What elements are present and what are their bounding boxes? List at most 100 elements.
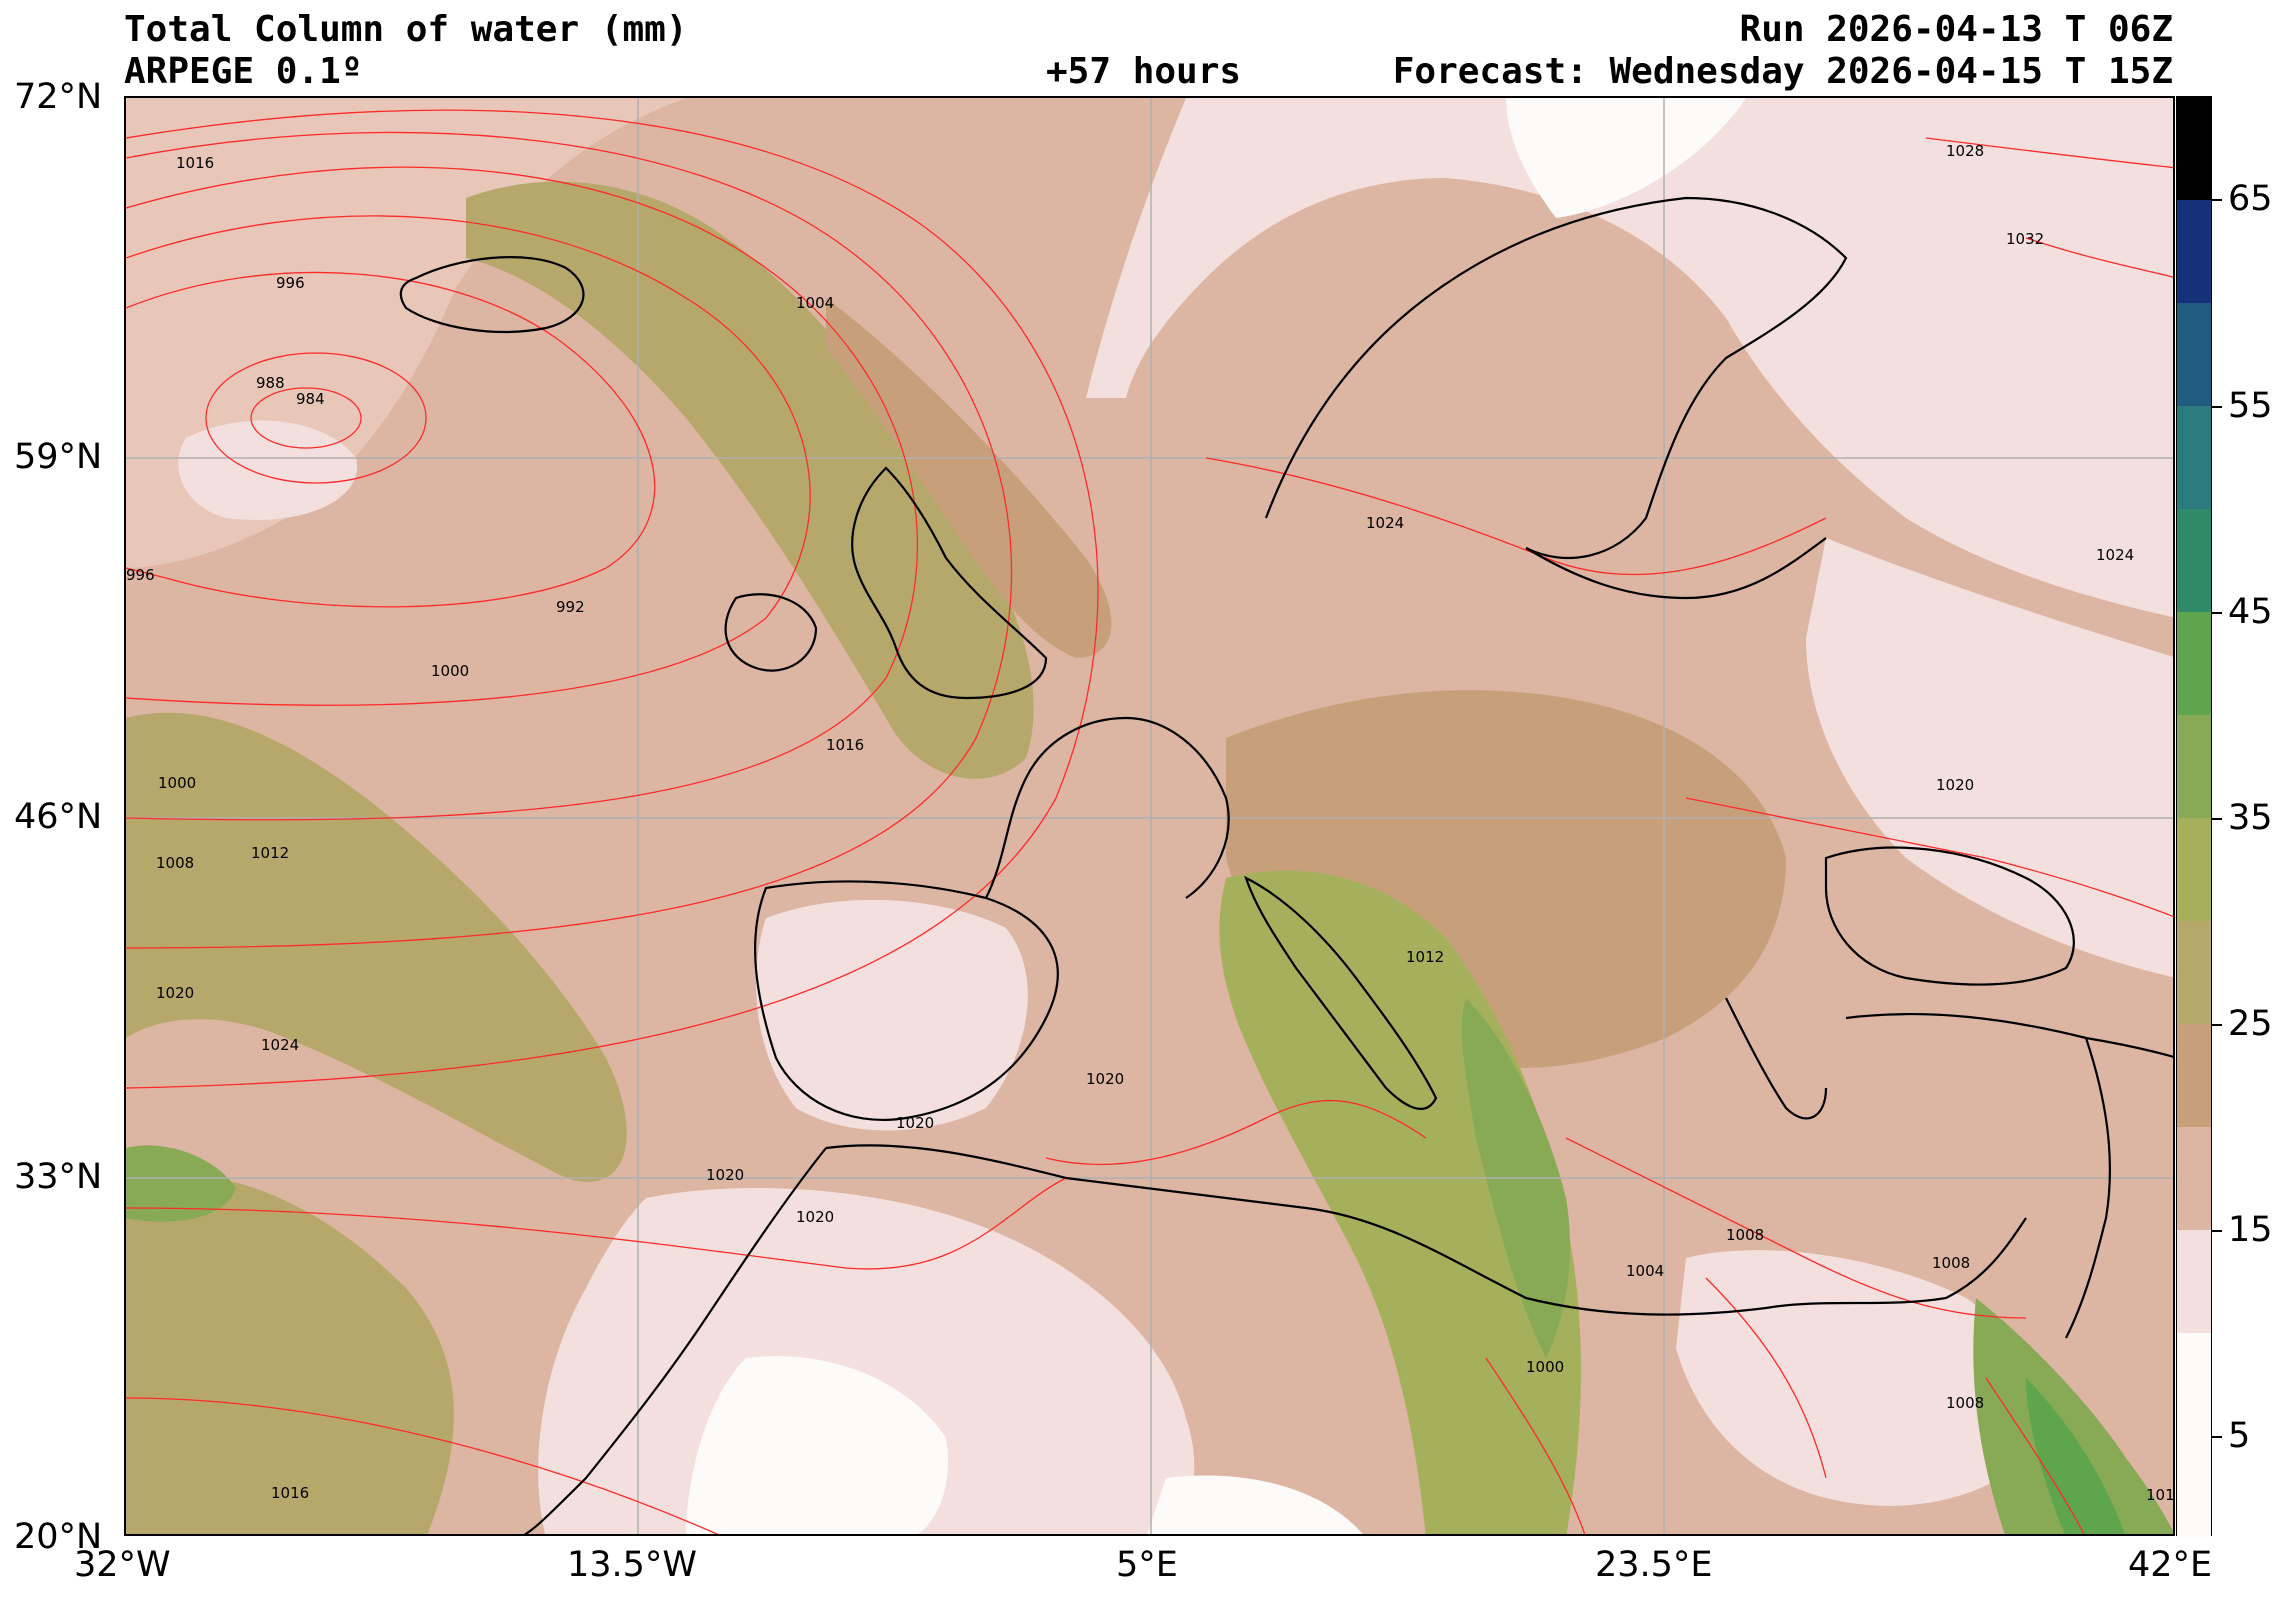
coast-iberia: [754, 880, 1059, 1121]
colorbar-tick: [2212, 199, 2222, 201]
isobar-label: 1020: [1936, 776, 1974, 794]
lat-label-72n: 72°N: [14, 77, 103, 117]
field-scandinavia: [1086, 98, 2173, 618]
coastlines: [399, 196, 2173, 1534]
isobar-label: 1020: [1086, 1070, 1124, 1088]
colorbar-label-5: 5: [2228, 1416, 2251, 1456]
isobar-label: 1020: [796, 1208, 834, 1226]
isobar-label: 996: [276, 274, 305, 292]
isobar-label: 1012: [1406, 948, 1444, 966]
coast-black-sea: [1824, 846, 2075, 986]
coast-britain: [851, 466, 1048, 700]
field-red-sea: [1973, 1298, 2173, 1534]
isobar-label: 1000: [158, 774, 196, 792]
isobar-label: 1008: [1946, 1394, 1984, 1412]
coast-ireland: [724, 593, 818, 672]
field-moist-band-southwest: [126, 712, 627, 1182]
colorbar-tick: [2212, 1230, 2222, 1232]
coast-france: [985, 716, 1230, 899]
coast-greece: [1725, 997, 1828, 1120]
colorbar-tick: [2212, 1024, 2222, 1026]
colorbar-tick: [2212, 612, 2222, 614]
colorbar-segment: [2177, 818, 2211, 921]
graticule: [126, 98, 2173, 1534]
field-moist-core-sw: [126, 1145, 236, 1222]
colorbar: [2176, 96, 2212, 1537]
colorbar-segment: [2177, 97, 2211, 200]
model-name: ARPEGE 0.1º: [124, 51, 363, 92]
field-libya-egypt: [1676, 1250, 2034, 1506]
field-dry-patch: [178, 420, 358, 520]
field-iberia: [756, 899, 1028, 1131]
isobar-label: 1016: [176, 154, 214, 172]
colorbar-label-65: 65: [2228, 179, 2273, 219]
colorbar-label-15: 15: [2228, 1210, 2273, 1250]
coast-italy: [1244, 875, 1438, 1110]
isobar-label: 1008: [1726, 1226, 1764, 1244]
isobar-label: 984: [296, 390, 325, 408]
coast-west-africa: [523, 1147, 827, 1534]
run-time: Run 2026-04-13 T 06Z: [1739, 9, 2173, 50]
map-area: 1016 996 1004 988 984 996 992 1000 1016 …: [124, 96, 2175, 1536]
isobar-label: 101: [2146, 1486, 2175, 1504]
isobar-label: 1028: [1946, 142, 1984, 160]
colorbar-segment: [2177, 612, 2211, 715]
colorbar-segment: [2177, 1230, 2211, 1333]
isobar-label: 1008: [1932, 1254, 1970, 1272]
isobar-label: 1020: [896, 1114, 934, 1132]
colorbar-segment: [2177, 1024, 2211, 1127]
colorbar-segment: [2177, 921, 2211, 1024]
lat-label-33n: 33°N: [14, 1157, 103, 1197]
lon-label-32w: 32°W: [74, 1545, 171, 1585]
lead-time: +57 hours: [1046, 51, 1242, 92]
colorbar-segment: [2177, 1127, 2211, 1230]
isobar-label: 992: [556, 598, 585, 616]
colorbar-segment: [2177, 509, 2211, 612]
lat-label-59n: 59°N: [14, 437, 103, 477]
isobar-label: 1004: [1626, 1262, 1664, 1280]
field-eastern-europe-dry: [1806, 538, 2173, 978]
isobar-label: 1024: [2096, 546, 2134, 564]
isobar-label: 1024: [261, 1036, 299, 1054]
isobar-label: 988: [256, 374, 285, 392]
colorbar-label-35: 35: [2228, 798, 2273, 838]
forecast-time: Forecast: Wednesday 2026-04-15 T 15Z: [1392, 51, 2173, 92]
isobar-label: 1004: [796, 294, 834, 312]
colorbar-tick: [2212, 406, 2222, 408]
colorbar-segment: [2177, 406, 2211, 509]
coast-turkey-levant: [1845, 1012, 2173, 1339]
field-desert-patch: [1147, 1475, 1363, 1534]
colorbar-segment: [2177, 1333, 2211, 1537]
field-red-sea-core: [2026, 1378, 2125, 1534]
map-canvas: 1016 996 1004 988 984 996 992 1000 1016 …: [126, 98, 2175, 1534]
isobar-label: 1000: [431, 662, 469, 680]
colorbar-label-25: 25: [2228, 1004, 2273, 1044]
colorbar-segment: [2177, 303, 2211, 406]
field-arctic-dry: [1506, 98, 1746, 218]
field-sahara-core: [686, 1356, 948, 1534]
isobar-label: 1012: [251, 844, 289, 862]
colorbar-tick: [2212, 1436, 2222, 1438]
lon-label-5e: 5°E: [1116, 1545, 1178, 1585]
colorbar-label-45: 45: [2228, 592, 2273, 632]
isobars: [126, 109, 2173, 1534]
lat-label-46n: 46°N: [14, 797, 103, 837]
isobar-label: 1020: [156, 984, 194, 1002]
lon-label-42e: 42°E: [2128, 1545, 2213, 1585]
isobar-label: 1020: [706, 1166, 744, 1184]
field-moist-band-edge: [826, 298, 1112, 658]
map-title: Total Column of water (mm): [124, 9, 688, 50]
colorbar-segment: [2177, 715, 2211, 818]
lon-label-13-5w: 13.5°W: [567, 1545, 698, 1585]
lon-label-23-5e: 23.5°E: [1595, 1545, 1713, 1585]
isobar-label: 1016: [826, 736, 864, 754]
coast-iceland: [399, 255, 585, 333]
colorbar-label-55: 55: [2228, 386, 2273, 426]
isobar-label: 1000: [1526, 1358, 1564, 1376]
isobar-label-group: 1016 996 1004 988 984 996 992 1000 1016 …: [126, 142, 2175, 1504]
coast-baltic: [1525, 537, 1827, 600]
isobar-label: 1024: [1366, 514, 1404, 532]
coast-north-africa: [825, 1144, 2027, 1316]
isobar-label: 1032: [2006, 230, 2044, 248]
isobar-label: 1016: [271, 1484, 309, 1502]
